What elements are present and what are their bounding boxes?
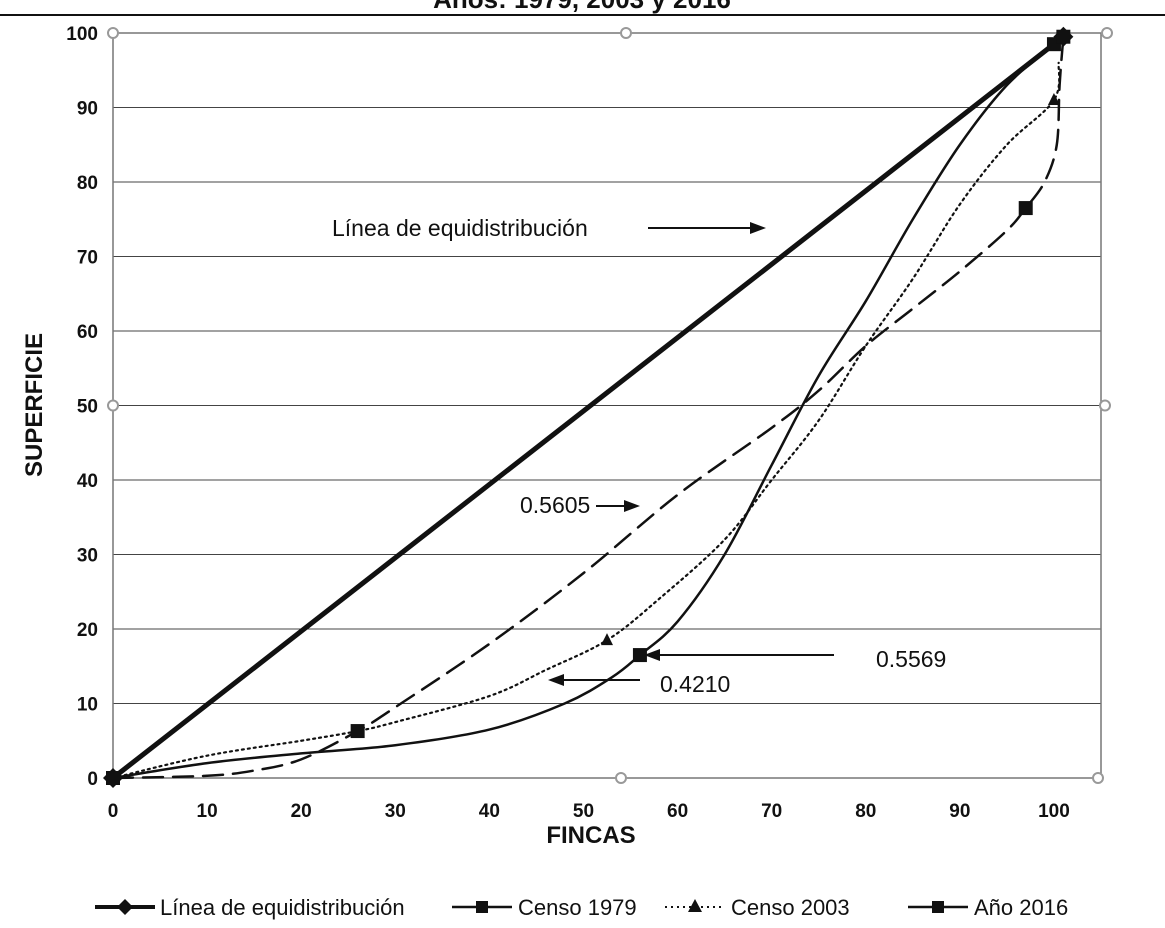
gridlines bbox=[113, 32, 1101, 779]
y-tick-label: 10 bbox=[77, 695, 98, 716]
series-marker-square bbox=[632, 648, 647, 663]
y-tick-labels: 0 10 20 30 40 50 60 70 80 90 100 bbox=[66, 24, 98, 790]
frame-handle bbox=[1101, 27, 1113, 39]
y-tick-label: 50 bbox=[77, 397, 98, 418]
frame-handle bbox=[615, 772, 627, 784]
annotation-gini-2016-label: 0.5605 bbox=[520, 492, 590, 518]
y-tick-label: 60 bbox=[77, 322, 98, 343]
frame-handle bbox=[620, 27, 632, 39]
x-axis-title: FINCAS bbox=[546, 822, 635, 849]
series-marker-square bbox=[1018, 201, 1033, 216]
annotation-gini-1979-label: 0.5569 bbox=[876, 646, 946, 672]
y-tick-label: 80 bbox=[77, 173, 98, 194]
series-line-2 bbox=[111, 42, 1056, 780]
x-tick-label: 100 bbox=[1038, 801, 1070, 822]
annotation-equidistribution-label: Línea de equidistribución bbox=[332, 215, 588, 241]
x-tick-label: 0 bbox=[108, 801, 119, 822]
legend-item-equidistribucion: Línea de equidistribución bbox=[95, 895, 405, 920]
series-marker-triangle bbox=[601, 633, 613, 646]
x-tick-label: 90 bbox=[949, 801, 970, 822]
y-tick-label: 100 bbox=[66, 24, 98, 45]
x-tick-label: 10 bbox=[197, 801, 218, 822]
frame-handle bbox=[1092, 772, 1104, 784]
frame-handle bbox=[107, 399, 119, 412]
series-marker-triangle bbox=[1047, 93, 1060, 106]
y-tick-label: 0 bbox=[87, 769, 98, 790]
annotation-gini-2016: 0.5605 bbox=[520, 492, 640, 518]
annotation-gini-2003: 0.4210 bbox=[548, 671, 730, 697]
legend-item-censo-2003: Censo 2003 bbox=[665, 895, 850, 920]
chart-title: Años: 1979, 2003 y 2016 bbox=[433, 0, 731, 14]
legend-square-marker bbox=[932, 901, 944, 913]
series-markers bbox=[103, 26, 1074, 788]
y-tick-label: 90 bbox=[77, 99, 98, 120]
series-line-1 bbox=[110, 34, 1066, 781]
y-tick-label: 20 bbox=[77, 620, 98, 641]
x-tick-labels: 0 10 20 30 40 50 60 70 80 90 100 bbox=[108, 801, 1070, 822]
y-tick-label: 40 bbox=[77, 471, 98, 492]
legend-label-censo-1979: Censo 1979 bbox=[518, 895, 637, 920]
y-tick-label: 70 bbox=[77, 248, 98, 269]
annotation-equidistribution: Línea de equidistribución bbox=[332, 215, 766, 241]
x-tick-label: 80 bbox=[855, 801, 876, 822]
x-tick-label: 70 bbox=[761, 801, 782, 822]
x-tick-label: 20 bbox=[291, 801, 312, 822]
series-line-3 bbox=[111, 61, 1061, 780]
legend-triangle-marker bbox=[688, 899, 702, 912]
series-marker-square bbox=[350, 724, 365, 739]
annotation-gini-1979: 0.5569 bbox=[644, 646, 946, 672]
series-marker-square bbox=[106, 771, 120, 785]
y-axis-title: SUPERFICIE bbox=[21, 333, 48, 477]
legend-square-marker bbox=[476, 901, 488, 913]
x-tick-label: 60 bbox=[667, 801, 688, 822]
annotation-gini-2003-label: 0.4210 bbox=[660, 671, 730, 697]
series-line-4 bbox=[111, 35, 1065, 780]
frame-handle bbox=[107, 27, 119, 39]
legend-diamond-marker bbox=[117, 899, 133, 915]
legend-item-ano-2016: Año 2016 bbox=[908, 895, 1068, 920]
frame-handle bbox=[1099, 399, 1111, 412]
series-marker-square bbox=[1056, 29, 1071, 44]
legend: Línea de equidistribución Censo 1979 Cen… bbox=[95, 895, 1068, 920]
legend-label-censo-2003: Censo 2003 bbox=[731, 895, 850, 920]
legend-label-ano-2016: Año 2016 bbox=[974, 895, 1068, 920]
legend-item-censo-1979: Censo 1979 bbox=[452, 895, 637, 920]
x-tick-label: 40 bbox=[479, 801, 500, 822]
series-lines bbox=[110, 34, 1066, 781]
x-tick-label: 30 bbox=[385, 801, 406, 822]
y-tick-label: 30 bbox=[77, 546, 98, 567]
legend-label-equidistribucion: Línea de equidistribución bbox=[160, 895, 405, 920]
x-tick-label: 50 bbox=[573, 801, 594, 822]
